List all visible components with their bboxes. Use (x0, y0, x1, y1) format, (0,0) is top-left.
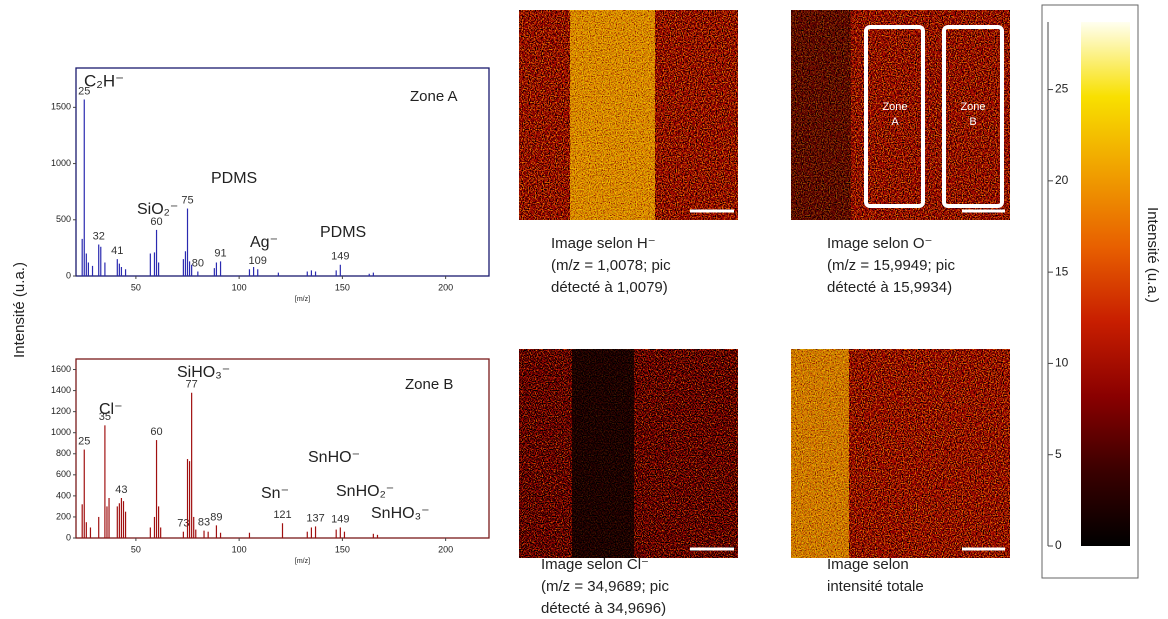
y-tick-label: 500 (56, 214, 71, 224)
zone-label: A (891, 116, 899, 128)
annotation: Cl⁻ (99, 401, 123, 418)
peak-label: 149 (331, 513, 349, 525)
image-dark-band (791, 10, 851, 220)
peak-label: 109 (249, 255, 267, 267)
x-axis-label: [m/z] (295, 296, 310, 303)
caption: Image selon (827, 556, 909, 573)
caption: intensité totale (827, 578, 924, 595)
colorbar-label: Intensité (u.a.) (1144, 207, 1161, 303)
colorbar-tick-label: 10 (1055, 356, 1069, 370)
peak-label: 60 (150, 426, 162, 438)
peak-label: 35 (99, 411, 111, 423)
image-bright-band (791, 349, 849, 558)
y-tick-label: 1500 (51, 102, 71, 112)
caption: (m/z = 15,9949; pic (827, 257, 955, 274)
caption: détecté à 34,9696) (541, 600, 666, 617)
peak-label: 25 (78, 85, 90, 97)
zone-label: Zone (882, 101, 907, 113)
peak-label: 25 (78, 435, 90, 447)
colorbar-tick-label: 15 (1055, 264, 1069, 278)
x-tick-label: 100 (232, 282, 247, 292)
peak-label: 80 (192, 257, 204, 269)
image-noise (791, 10, 1010, 220)
caption: Image selon H⁻ (551, 235, 656, 252)
peak-label: 41 (111, 245, 123, 257)
zone-box (864, 25, 925, 208)
peak-label: 149 (331, 251, 349, 263)
zone-box (942, 25, 1004, 208)
peak-label: 43 (115, 484, 127, 496)
annotation: SnHO₂⁻ (336, 483, 394, 500)
x-tick-label: 50 (131, 282, 141, 292)
caption: (m/z = 34,9689; pic (541, 578, 669, 595)
y-tick-label: 0 (66, 532, 71, 542)
x-tick-label: 150 (335, 544, 350, 554)
y-tick-label: 1000 (51, 158, 71, 168)
caption: détecté à 1,0079) (551, 279, 668, 296)
annotation: Sn⁻ (261, 485, 289, 502)
x-tick-label: 150 (335, 282, 350, 292)
annotation: Ag⁻ (250, 234, 278, 251)
caption: (m/z = 1,0078; pic (551, 257, 671, 274)
peak-label: 83 (198, 517, 210, 529)
colorbar-tick-label: 20 (1055, 173, 1069, 187)
annotation: C₂H⁻ (84, 71, 124, 90)
colorbar-tick-label: 5 (1055, 447, 1062, 461)
annotation: SiO₂⁻ (137, 201, 178, 218)
annotation: PDMS (211, 170, 257, 187)
caption: détecté à 15,9934) (827, 279, 952, 296)
peak-label: 73 (177, 518, 189, 530)
peak-label: 121 (273, 509, 291, 521)
colorbar (1081, 22, 1130, 546)
peak-label: 89 (210, 511, 222, 523)
annotation: SnHO⁻ (308, 449, 360, 466)
y-tick-label: 1200 (51, 406, 71, 416)
y-axis-label: Intensité (u.a.) (11, 262, 28, 358)
peak-label: 137 (306, 512, 324, 524)
peak-label: 60 (150, 216, 162, 228)
annotation: SnHO₃⁻ (371, 505, 430, 522)
y-tick-label: 1000 (51, 427, 71, 437)
y-tick-label: 800 (56, 448, 71, 458)
x-tick-label: 50 (131, 544, 141, 554)
y-tick-label: 1400 (51, 385, 71, 395)
colorbar-tick-label: 25 (1055, 82, 1069, 96)
peak-label: 75 (181, 194, 193, 206)
plot-frame (75, 67, 490, 277)
y-tick-label: 600 (56, 469, 71, 479)
annotation: PDMS (320, 224, 366, 241)
annotation: Zone A (410, 88, 458, 105)
caption: Image selon O⁻ (827, 235, 932, 252)
y-tick-label: 1600 (51, 364, 71, 374)
zone-label: Zone (960, 101, 985, 113)
caption: Image selon Cl⁻ (541, 556, 649, 573)
colorbar-tick-label: 0 (1055, 538, 1062, 552)
y-tick-label: 200 (56, 511, 71, 521)
x-tick-label: 200 (438, 544, 453, 554)
x-tick-label: 100 (232, 544, 247, 554)
image-bright-band (570, 10, 655, 220)
x-tick-label: 200 (438, 282, 453, 292)
image-dark-band (572, 349, 634, 558)
annotation: SiHO₃⁻ (177, 364, 230, 381)
peak-label: 77 (186, 379, 198, 391)
y-tick-label: 400 (56, 490, 71, 500)
peak-label: 91 (214, 247, 226, 259)
zone-label: B (969, 116, 976, 128)
y-tick-label: 0 (66, 270, 71, 280)
annotation: Zone B (405, 376, 453, 393)
x-axis-label: [m/z] (295, 558, 310, 565)
peak-label: 32 (93, 230, 105, 242)
